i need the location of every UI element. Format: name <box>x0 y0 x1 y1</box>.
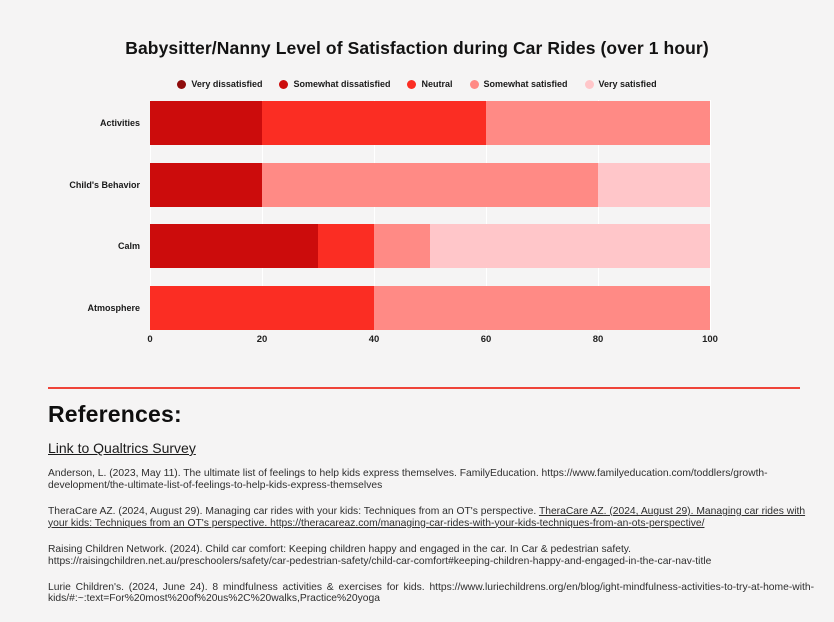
bar-segment <box>150 286 374 330</box>
legend-label: Very satisfied <box>598 79 657 89</box>
references-list: Anderson, L. (2023, May 11). The ultimat… <box>48 468 814 620</box>
reference-entry: Lurie Children's. (2024, June 24). 8 min… <box>48 582 814 605</box>
reference-text: Raising Children Network. (2024). Child … <box>48 543 712 567</box>
x-axis-tick: 0 <box>147 334 153 345</box>
legend-item: Somewhat satisfied <box>469 79 568 89</box>
legend-color-dot <box>584 79 594 89</box>
category-label: Calm <box>117 241 140 251</box>
gridline <box>374 100 375 332</box>
chart-title: Babysitter/Nanny Level of Satisfaction d… <box>125 38 709 58</box>
legend-color-dot <box>177 79 187 89</box>
x-axis-tick: 80 <box>592 334 604 345</box>
legend-color-dot <box>407 79 417 89</box>
x-axis-tick: 100 <box>702 334 718 345</box>
legend-item: Very satisfied <box>584 79 657 89</box>
section-divider <box>48 387 800 389</box>
reference-link[interactable]: TheraCare AZ. (2024, August 29). Managin… <box>48 505 806 529</box>
qualtrics-survey-link[interactable]: Link to Qualtrics Survey <box>48 440 196 456</box>
x-axis-tick: 20 <box>256 334 268 345</box>
legend-item: Very dissatisfied <box>177 79 262 89</box>
bar-segment <box>150 163 262 207</box>
bar-segment <box>318 224 374 268</box>
reference-text: Anderson, L. (2023, May 11). The ultimat… <box>48 468 768 491</box>
reference-text: Lurie Children's. (2024, June 24). 8 min… <box>48 581 814 605</box>
gridline <box>710 100 711 332</box>
bar-segment <box>150 101 262 145</box>
x-axis-tick: 40 <box>368 334 380 345</box>
gridline <box>598 100 599 332</box>
bar-segment <box>598 163 710 207</box>
chart-legend: Very dissatisfied Somewhat dissatisfied Ne… <box>0 79 834 89</box>
bar-segment <box>262 163 598 207</box>
reference-entry: TheraCare AZ. (2024, August 29). Managin… <box>48 506 814 529</box>
references-heading: References: <box>48 401 182 427</box>
x-axis-tick: 60 <box>480 334 492 345</box>
legend-color-dot <box>469 79 479 89</box>
category-label: Atmosphere <box>87 303 140 313</box>
bar-segment <box>430 224 710 268</box>
legend-item: Neutral <box>407 79 453 89</box>
bar-segment <box>150 224 318 268</box>
bar-row <box>150 163 710 207</box>
bar-row <box>150 101 710 145</box>
gridline <box>150 100 151 332</box>
bar-segment <box>486 101 710 145</box>
legend-label: Very dissatisfied <box>191 79 263 89</box>
plot-area <box>150 100 711 332</box>
reference-entry: Raising Children Network. (2024). Child … <box>48 544 814 567</box>
category-label: Child's Behavior <box>69 180 140 190</box>
legend-label: Somewhat satisfied <box>483 79 568 89</box>
legend-color-dot <box>279 79 289 89</box>
bar-row <box>150 224 710 268</box>
reference-text: TheraCare AZ. (2024, August 29). Managin… <box>48 505 539 517</box>
category-label: Activities <box>99 118 140 128</box>
gridline <box>262 100 263 332</box>
bar-segment <box>374 224 430 268</box>
bar-segment <box>374 286 710 330</box>
bar-segment <box>262 101 486 145</box>
reference-entry: Anderson, L. (2023, May 11). The ultimat… <box>48 468 814 491</box>
legend-label: Neutral <box>421 79 453 89</box>
legend-label: Somewhat dissatisfied <box>293 79 391 89</box>
gridline <box>486 100 487 332</box>
bar-row <box>150 286 710 330</box>
legend-item: Somewhat dissatisfied <box>279 79 390 89</box>
